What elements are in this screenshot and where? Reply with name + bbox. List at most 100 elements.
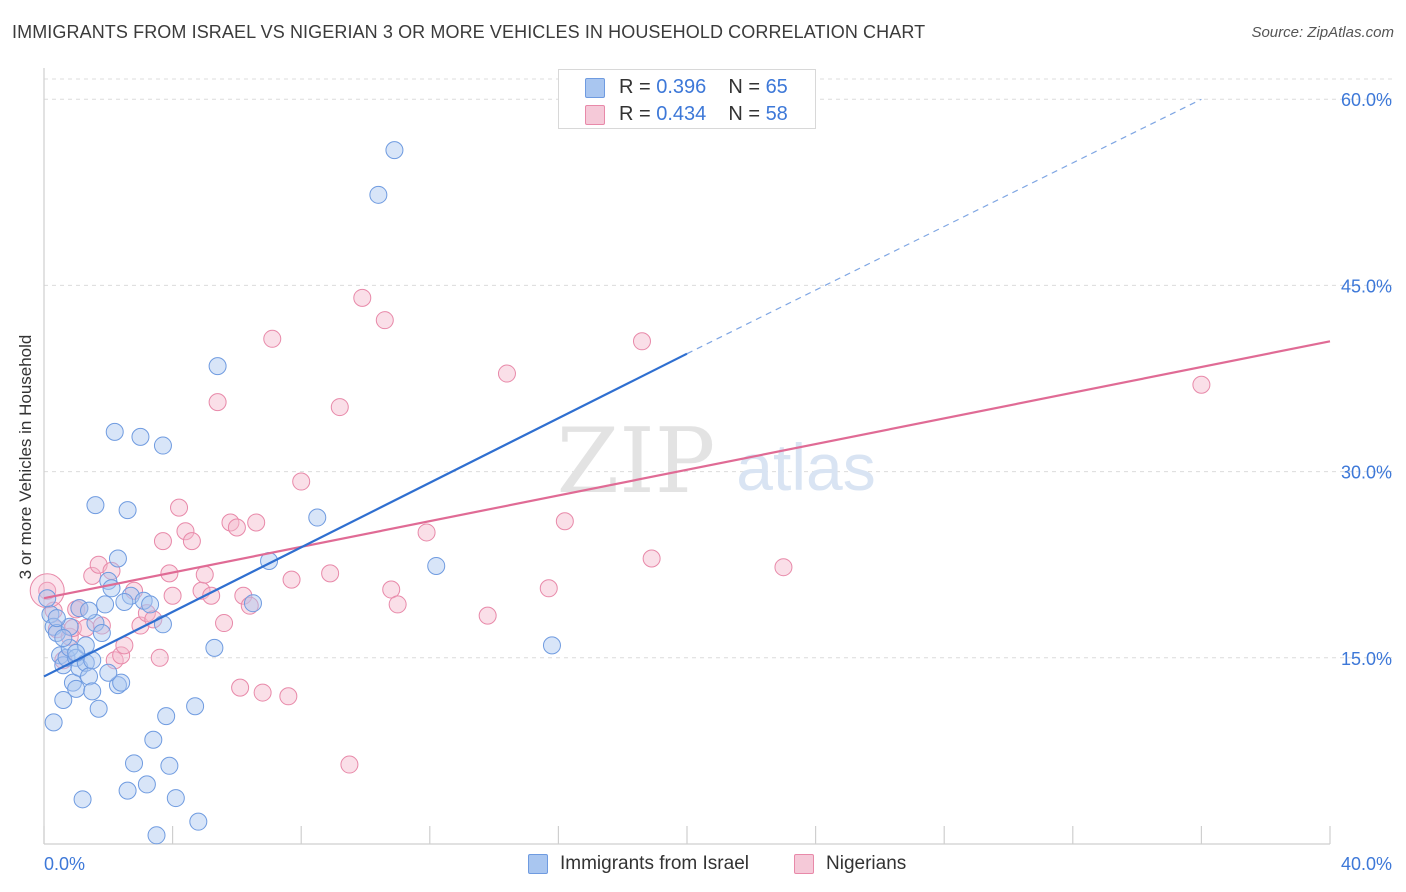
watermark-zip: ZIP xyxy=(557,409,716,514)
israel-point xyxy=(89,699,108,718)
bottom-nigerian-swatch xyxy=(794,854,814,874)
nigerian-point xyxy=(279,687,298,706)
israel-point xyxy=(54,691,73,710)
israel-point xyxy=(112,673,131,692)
nigerian-point xyxy=(321,564,340,583)
nigerian-point xyxy=(340,755,359,774)
bottom-israel-swatch xyxy=(528,854,548,874)
israel-point xyxy=(115,592,134,611)
nigerian-point xyxy=(375,311,394,330)
nigerian-point xyxy=(642,549,661,568)
nigerian-point xyxy=(497,364,516,383)
israel-point xyxy=(186,697,205,716)
israel-trend-extension xyxy=(686,98,1202,355)
israel-point xyxy=(80,667,99,686)
nigerian-point xyxy=(263,329,282,348)
nigerian-point xyxy=(231,678,250,697)
israel-point xyxy=(144,730,163,749)
israel-point xyxy=(147,826,166,845)
nigerian-point xyxy=(240,596,259,615)
chart-title: IMMIGRANTS FROM ISRAEL VS NIGERIAN 3 OR … xyxy=(12,22,926,42)
israel-n-value: 65 xyxy=(765,76,788,98)
x-tick-label-min: 0.0% xyxy=(44,854,85,874)
israel-point xyxy=(166,789,185,808)
nigerian-point xyxy=(353,288,372,307)
israel-point xyxy=(99,663,118,682)
nigerian-r-value: 0.434 xyxy=(656,103,707,125)
israel-point xyxy=(105,422,124,441)
israel-swatch xyxy=(585,78,605,98)
israel-point xyxy=(153,436,172,455)
nigerian-point xyxy=(388,595,407,614)
nigerian-point xyxy=(417,523,436,542)
israel-point xyxy=(67,643,86,662)
israel-point xyxy=(385,141,404,160)
nigerian-point xyxy=(247,513,266,532)
israel-point xyxy=(427,556,446,575)
israel-point xyxy=(157,707,176,726)
israel-point xyxy=(83,682,102,701)
israel-point xyxy=(67,679,86,698)
israel-stats: R = 0.396 N = 65 xyxy=(619,76,788,98)
israel-point xyxy=(80,601,99,620)
israel-point xyxy=(92,623,111,642)
y-tick-label: 60.0% xyxy=(1341,90,1392,110)
israel-point xyxy=(208,357,227,376)
nigerian-point xyxy=(195,565,214,584)
nigerian-point xyxy=(234,586,253,605)
nigerian-point xyxy=(215,614,234,633)
israel-point xyxy=(73,790,92,809)
israel-point xyxy=(96,595,115,614)
israel-point xyxy=(47,609,66,628)
nigerian-point xyxy=(292,472,311,491)
israel-point xyxy=(141,595,160,614)
israel-point xyxy=(125,754,144,773)
nigerian-point xyxy=(38,581,57,600)
nigerian-point xyxy=(227,518,246,537)
israel-point xyxy=(137,775,156,794)
nigerian-point xyxy=(253,683,272,702)
israel-point xyxy=(243,594,262,613)
israel-point xyxy=(76,636,95,655)
nigerian-point xyxy=(1192,375,1211,394)
x-tick-label-max: 40.0% xyxy=(1341,854,1392,874)
israel-point xyxy=(160,756,179,775)
nigerian-swatch xyxy=(585,105,605,125)
nigerian-point xyxy=(539,579,558,598)
nigerian-n-value: 58 xyxy=(765,103,788,125)
israel-point xyxy=(308,508,327,527)
israel-point xyxy=(118,781,137,800)
israel-point xyxy=(108,549,127,568)
israel-point xyxy=(369,185,388,204)
israel-point xyxy=(44,713,63,732)
israel-point xyxy=(60,617,79,636)
nigerian-point xyxy=(163,586,182,605)
nigerian-point xyxy=(282,570,301,589)
israel-point xyxy=(118,501,137,520)
israel-point xyxy=(102,579,121,598)
nigerian-point xyxy=(153,532,172,551)
nigerian-point xyxy=(774,558,793,577)
y-tick-label: 45.0% xyxy=(1341,276,1392,296)
israel-point xyxy=(54,628,73,647)
israel-trend-line xyxy=(43,352,688,678)
nigerian-point xyxy=(83,566,102,585)
israel-point xyxy=(189,812,208,831)
y-tick-label: 15.0% xyxy=(1341,649,1392,669)
y-axis-label: 3 or more Vehicles in Household xyxy=(16,334,35,580)
israel-point xyxy=(108,676,127,695)
nigerian-stats: R = 0.434 N = 58 xyxy=(619,103,788,125)
bottom-israel-label: Immigrants from Israel xyxy=(560,853,749,874)
israel-point xyxy=(86,496,105,515)
nigerian-point xyxy=(170,498,189,517)
nigerian-point xyxy=(182,532,201,551)
nigerian-point xyxy=(330,398,349,417)
nigerian-point xyxy=(176,522,195,541)
nigerian-point xyxy=(150,648,169,667)
y-tick-label: 30.0% xyxy=(1341,463,1392,483)
source-credit: Source: ZipAtlas.com xyxy=(1251,24,1394,41)
israel-point xyxy=(153,615,172,634)
nigerian-point xyxy=(632,332,651,351)
stats-legend: R = 0.396 N = 65 R = 0.434 N = 58 xyxy=(558,69,816,129)
